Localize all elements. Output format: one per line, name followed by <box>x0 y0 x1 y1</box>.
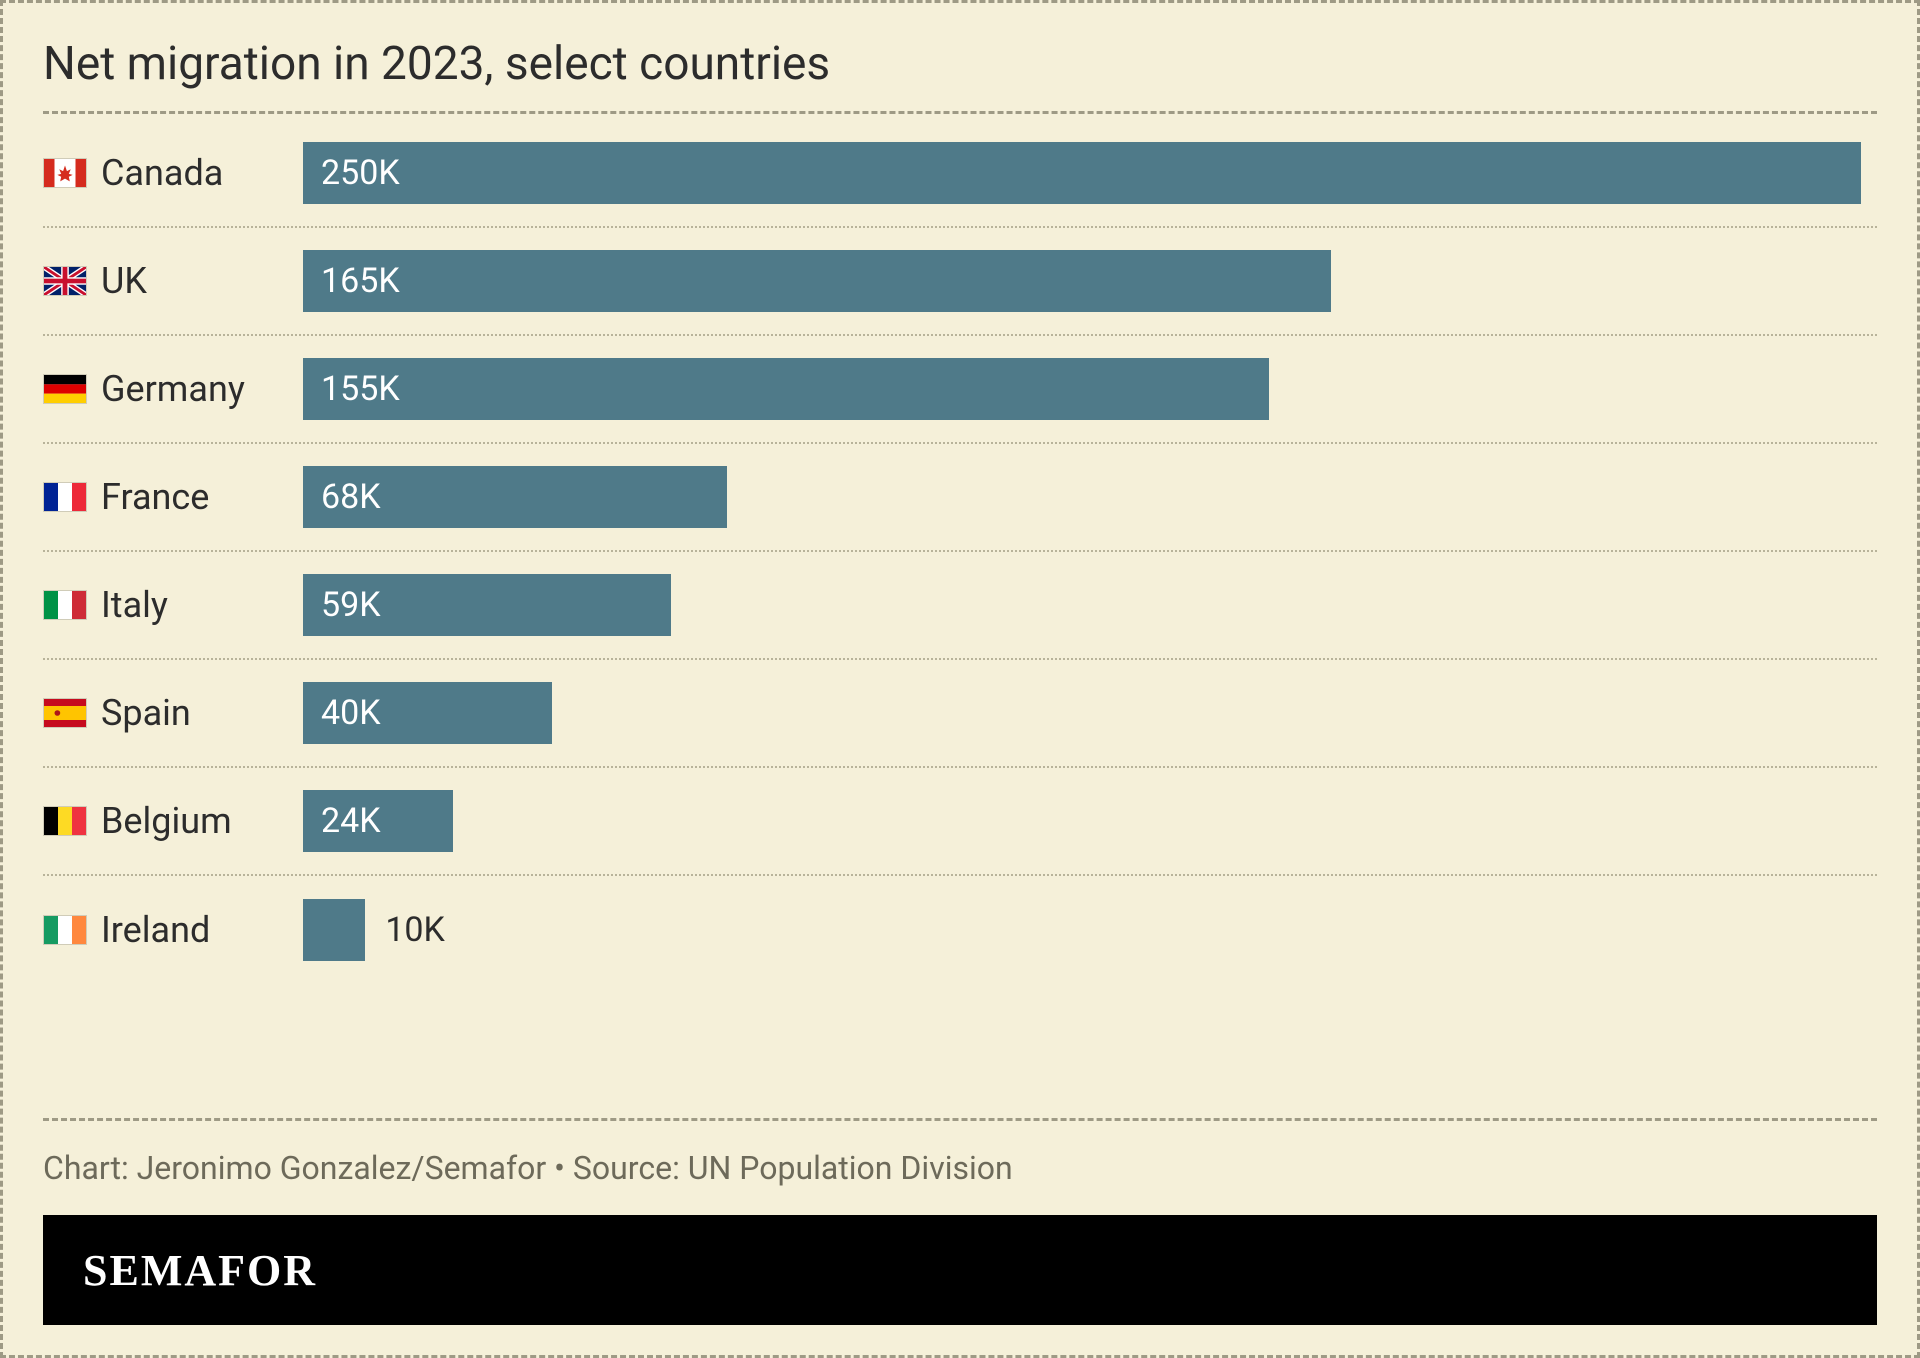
flag-icon <box>43 590 87 620</box>
flag-icon <box>43 915 87 945</box>
bar-container: 68K <box>303 466 1877 528</box>
bottom-divider <box>43 1118 1877 1121</box>
country-label: UK <box>43 260 303 302</box>
bar-container: 59K <box>303 574 1877 636</box>
country-label: Ireland <box>43 909 303 951</box>
chart-row: Italy 59K <box>43 552 1877 660</box>
chart-row: Belgium 24K <box>43 768 1877 876</box>
flag-icon <box>43 266 87 296</box>
country-label: Germany <box>43 368 303 410</box>
flag-icon <box>43 482 87 512</box>
country-label: Spain <box>43 692 303 734</box>
country-name: Germany <box>101 368 245 410</box>
country-label: Belgium <box>43 800 303 842</box>
bar-container: 40K <box>303 682 1877 744</box>
country-label: Canada <box>43 152 303 194</box>
country-name: Belgium <box>101 800 232 842</box>
chart-row: Germany 155K <box>43 336 1877 444</box>
bar: 155K <box>303 358 1269 420</box>
flag-icon <box>43 698 87 728</box>
bar: 24K <box>303 790 453 852</box>
top-divider <box>43 111 1877 114</box>
bar: 40K <box>303 682 552 744</box>
bar-container: 155K <box>303 358 1877 420</box>
chart-row: UK 165K <box>43 228 1877 336</box>
bar: 250K <box>303 142 1861 204</box>
bar-container: 10K <box>303 899 1877 961</box>
chart-row: Spain 40K <box>43 660 1877 768</box>
brand-footer: SEMAFOR <box>43 1215 1877 1325</box>
bar: 68K <box>303 466 727 528</box>
chart-frame: Net migration in 2023, select countries … <box>0 0 1920 1358</box>
country-label: France <box>43 476 303 518</box>
bar: 59K <box>303 574 671 636</box>
flag-icon <box>43 374 87 404</box>
chart-row: Ireland 10K <box>43 876 1877 984</box>
country-name: Canada <box>101 152 223 194</box>
chart-source: Chart: Jeronimo Gonzalez/Semafor • Sourc… <box>43 1149 1877 1187</box>
chart-row: Canada 250K <box>43 120 1877 228</box>
bar-value: 10K <box>385 910 445 950</box>
bar-container: 24K <box>303 790 1877 852</box>
bar: 165K <box>303 250 1331 312</box>
country-name: UK <box>101 260 147 302</box>
country-name: France <box>101 476 209 518</box>
country-label: Italy <box>43 584 303 626</box>
flag-icon <box>43 158 87 188</box>
flag-icon <box>43 806 87 836</box>
bar-container: 165K <box>303 250 1877 312</box>
brand-logo: SEMAFOR <box>83 1245 317 1296</box>
chart-title: Net migration in 2023, select countries <box>43 37 1877 91</box>
bar-container: 250K <box>303 142 1877 204</box>
bar <box>303 899 365 961</box>
country-name: Italy <box>101 584 168 626</box>
country-name: Spain <box>101 692 191 734</box>
bar-chart: Canada 250K UK 165K Germany 155K France 68K Ital… <box>43 120 1877 1118</box>
country-name: Ireland <box>101 909 210 951</box>
chart-row: France 68K <box>43 444 1877 552</box>
